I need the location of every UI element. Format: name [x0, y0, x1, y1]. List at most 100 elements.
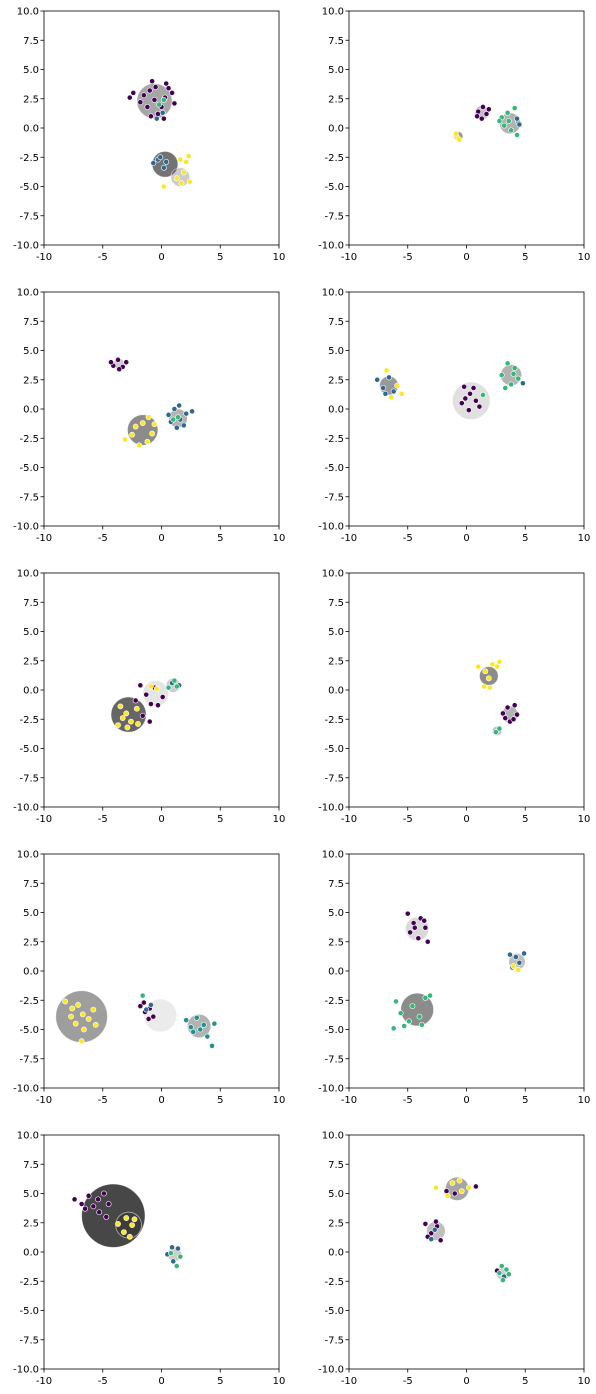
x-tick-label: -5 [403, 1376, 413, 1387]
data-point [105, 1201, 112, 1207]
x-tick-label: 5 [522, 1095, 528, 1106]
data-point [151, 421, 158, 428]
data-point [200, 1021, 207, 1028]
y-tick-label: -10.0 [318, 803, 344, 814]
data-point [501, 122, 507, 129]
y-tick-label: 0.0 [328, 405, 344, 416]
y-tick-label: 10.0 [17, 7, 39, 18]
plot-content [475, 659, 520, 737]
data-point [136, 442, 143, 449]
y-tick-label: -7.5 [19, 773, 39, 784]
data-point [187, 1024, 194, 1031]
data-point [197, 1026, 204, 1033]
data-point [406, 1018, 412, 1025]
plot-content [110, 677, 183, 733]
data-point [504, 704, 511, 711]
data-point [500, 1277, 506, 1283]
y-tick-label: -5.0 [324, 182, 344, 193]
data-point [437, 1237, 444, 1244]
x-tick-label: -5 [98, 252, 108, 263]
data-point [148, 701, 154, 707]
data-point [78, 1201, 85, 1207]
data-point [69, 1005, 76, 1012]
plot-content [126, 78, 193, 190]
data-point [79, 1011, 86, 1018]
data-point [101, 1190, 107, 1197]
y-tick-label: 2.5 [23, 375, 39, 386]
data-point [481, 683, 488, 690]
data-point [123, 359, 130, 366]
data-point [449, 1180, 456, 1186]
data-point [130, 90, 137, 96]
cluster-circle [452, 381, 491, 421]
x-tick-label: -5 [403, 814, 413, 825]
data-point [411, 924, 418, 931]
y-tick-label: 5.0 [23, 627, 39, 638]
y-tick-label: 2.5 [328, 94, 344, 105]
data-point [144, 104, 151, 110]
data-point [431, 1226, 438, 1233]
data-point [183, 1017, 190, 1024]
data-point [515, 375, 522, 382]
data-point [443, 1188, 450, 1195]
data-point [163, 159, 170, 165]
y-tick-label: -2.5 [324, 1277, 344, 1288]
y-tick-label: 2.5 [23, 937, 39, 948]
data-point [494, 663, 500, 670]
data-point [96, 1209, 103, 1216]
x-tick-label: 10 [578, 533, 591, 544]
data-point [186, 178, 193, 185]
data-point [510, 370, 517, 377]
data-point [178, 180, 185, 186]
data-point [398, 390, 405, 397]
data-point [510, 963, 517, 970]
y-tick-label: 5.0 [328, 908, 344, 919]
y-tick-label: 0.0 [23, 967, 39, 978]
data-point [121, 1229, 127, 1236]
x-tick-label: 10 [578, 1376, 591, 1387]
y-tick-label: -7.5 [19, 1054, 39, 1065]
data-point [474, 113, 480, 120]
data-point [465, 407, 472, 414]
y-tick-label: 10.0 [322, 850, 344, 861]
data-point [451, 1190, 458, 1197]
data-point [428, 1236, 435, 1243]
data-point [95, 1196, 101, 1203]
x-tick-label: 5 [217, 1376, 223, 1387]
data-point [503, 1266, 510, 1273]
y-tick-label: 5.0 [23, 908, 39, 919]
data-point [475, 108, 482, 115]
data-point [75, 1002, 81, 1008]
data-point [209, 1042, 215, 1049]
data-point [433, 1184, 439, 1191]
y-tick-label: -10.0 [318, 1365, 344, 1376]
data-point [126, 94, 133, 101]
subplot-row5-left: -10 -5 0 5 10 10.0 7.5 5.0 2.5 0.0 -2.5 -5.0 -7.5 -10… [13, 1131, 285, 1388]
data-point [470, 385, 477, 391]
data-point [160, 97, 167, 103]
data-point [124, 724, 131, 731]
plot-content [55, 990, 218, 1049]
x-tick-label: 5 [217, 533, 223, 544]
plot-content [453, 104, 523, 143]
data-point [156, 101, 163, 108]
data-point [433, 1218, 439, 1225]
x-tick-label: -10 [36, 533, 52, 544]
cluster-circle [127, 414, 159, 446]
y-tick-label: -5.0 [324, 744, 344, 755]
y-tick-label: 7.5 [23, 598, 39, 609]
x-tick-label: 5 [217, 814, 223, 825]
data-point [383, 367, 390, 374]
data-point [496, 725, 503, 732]
x-tick-label: 0 [158, 1376, 164, 1387]
data-point [514, 711, 520, 718]
plot-area [44, 1135, 279, 1369]
data-point [516, 959, 523, 966]
y-tick-label: 7.5 [328, 317, 344, 328]
y-tick-label: 5.0 [328, 1189, 344, 1200]
y-tick-label: 10.0 [17, 850, 39, 861]
y-tick-label: 0.0 [328, 967, 344, 978]
data-point [115, 722, 121, 728]
x-tick-label: 10 [578, 1095, 591, 1106]
y-tick-label: -10.0 [13, 522, 39, 533]
